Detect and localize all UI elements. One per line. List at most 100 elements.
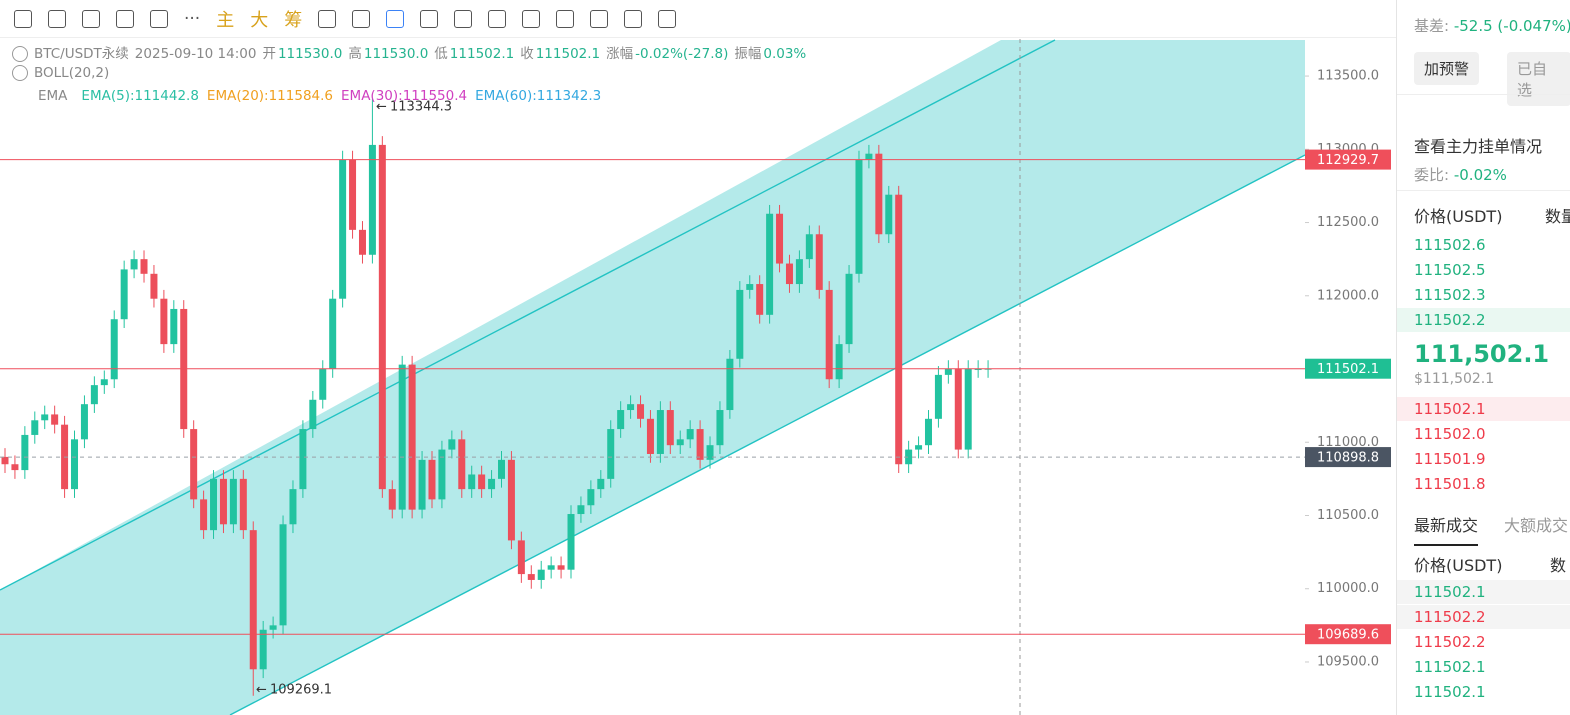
y-tick-label: 112500.0: [1317, 215, 1379, 230]
tool[interactable]: [556, 9, 575, 28]
ask-row: 111502.6: [1397, 233, 1570, 257]
candle-body: [766, 213, 774, 315]
candle-body: [924, 418, 932, 446]
tab[interactable]: 最新成交: [1414, 512, 1479, 546]
trade-row: 111502.2: [1397, 630, 1570, 654]
candle-body: [160, 298, 168, 345]
candle-body: [885, 194, 893, 235]
candle-body: [408, 364, 416, 510]
last-price: 111,502.1: [1414, 340, 1550, 368]
link[interactable]: 查看主力挂单情况: [1414, 137, 1543, 156]
candle-body: [845, 273, 853, 345]
ask-price: 111502.5: [1414, 261, 1486, 279]
y-tick-label: 113500.0: [1317, 69, 1379, 84]
tool[interactable]: [488, 9, 507, 28]
candle-body: [438, 449, 446, 500]
field-value: 111502.1: [535, 46, 601, 62]
tool[interactable]: [522, 9, 541, 28]
candle-body: [686, 429, 694, 440]
ema-value: EMA(60):111342.3: [475, 88, 602, 104]
trade-row: 111502.1: [1397, 680, 1570, 704]
candle-body: [229, 478, 237, 525]
tool[interactable]: [150, 9, 168, 28]
candle-body: [488, 478, 496, 490]
candle-body: [498, 459, 505, 479]
candle-body: [577, 505, 585, 515]
candle-body: [468, 474, 476, 490]
y-tick-label: 112000.0: [1317, 288, 1379, 303]
legend: EMA EMA(5):111442.8 EMA(20):111584.6 EMA(30…: [38, 88, 615, 104]
y-tick-label: 111000.0: [1317, 435, 1379, 450]
candle-body: [617, 410, 625, 430]
candle-body: [875, 153, 883, 235]
tool[interactable]: [658, 9, 677, 28]
trade-price: 111502.2: [1414, 608, 1486, 626]
field-value: 0.03%: [763, 46, 807, 62]
field-label: 开: [262, 46, 276, 62]
candle-body: [339, 159, 347, 299]
tool[interactable]: [352, 9, 371, 28]
price-box: [1305, 447, 1391, 468]
candle-body: [80, 404, 88, 440]
tool[interactable]: [116, 9, 134, 28]
candle-body: [210, 478, 218, 531]
candle-body: [358, 229, 366, 255]
candle-body: [398, 364, 406, 510]
field-label: 低: [434, 46, 448, 62]
tool[interactable]: [14, 9, 32, 28]
candle-body: [90, 385, 98, 405]
tool[interactable]: [318, 9, 337, 28]
candle-body: [239, 478, 247, 531]
candle-body: [21, 434, 29, 471]
field-label: 高: [348, 46, 362, 62]
tool[interactable]: [454, 9, 473, 28]
price-label: 111502.1: [1317, 362, 1379, 377]
more[interactable]: ···: [184, 8, 201, 29]
candle-body: [627, 404, 635, 411]
candle-body: [259, 629, 267, 670]
candle-body: [696, 429, 704, 460]
candle-body: [219, 478, 227, 525]
candle-body: [120, 269, 128, 320]
candle-body: [378, 144, 386, 490]
candle-body: [776, 213, 784, 264]
annotation-arrow: ←: [376, 99, 387, 114]
ema-value: EMA(30):111550.4: [341, 88, 468, 104]
annotation: 113344.3: [390, 99, 452, 114]
tool-button[interactable]: 主: [216, 9, 235, 31]
candle-body: [368, 144, 376, 255]
candle-body: [110, 319, 118, 380]
tool[interactable]: [386, 9, 405, 28]
candle-body: [190, 429, 198, 500]
candle-body: [349, 159, 357, 230]
candle-body: [140, 259, 148, 274]
button[interactable]: 已自选: [1507, 52, 1570, 106]
candle-body: [934, 374, 942, 419]
tab[interactable]: 大额成交: [1504, 516, 1569, 535]
trade-price: 111502.1: [1414, 683, 1486, 701]
field-value: 111530.0: [277, 46, 343, 62]
candle-body: [200, 499, 208, 531]
tool[interactable]: [624, 9, 643, 28]
label: 基差:: [1414, 17, 1450, 35]
candle-body: [269, 625, 277, 630]
tool[interactable]: [420, 9, 439, 28]
tool[interactable]: [82, 9, 100, 28]
candle-body: [309, 399, 317, 430]
candle-body: [1, 456, 9, 465]
bid-row: 111502.0: [1397, 422, 1570, 446]
tool-button[interactable]: 大: [250, 9, 269, 31]
tool-button[interactable]: 筹: [284, 9, 303, 31]
button[interactable]: 加预警: [1414, 52, 1480, 85]
candle-body: [507, 459, 515, 541]
ask-price: 111502.2: [1414, 311, 1486, 329]
tool[interactable]: [590, 9, 609, 28]
bid-price: 111501.8: [1414, 475, 1486, 493]
candle-body: [11, 464, 19, 471]
tool[interactable]: [48, 9, 66, 28]
price-box: [1305, 358, 1391, 379]
candle-body: [637, 404, 645, 419]
ask-row: 111502.3: [1397, 283, 1570, 307]
field-label: 收: [520, 46, 534, 62]
